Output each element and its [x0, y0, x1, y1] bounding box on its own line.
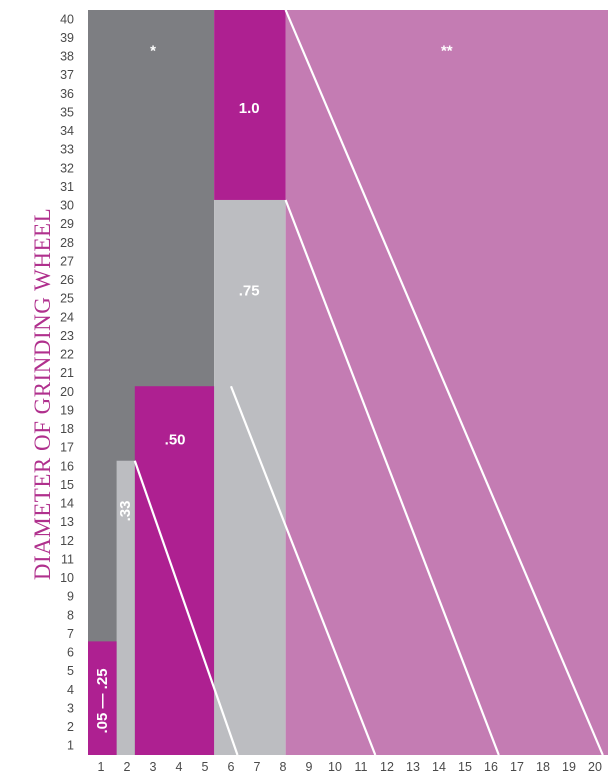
x-tick-label: 15: [458, 760, 472, 774]
y-tick-label: 13: [60, 515, 74, 529]
region-4: [134, 386, 215, 755]
y-tick-label: 14: [60, 497, 74, 511]
region-2: [214, 10, 286, 200]
y-tick-label: 20: [60, 385, 74, 399]
region-label-2: 1.0: [239, 100, 260, 117]
y-tick-label: 7: [67, 627, 74, 641]
y-axis-ticks: 1234567891011121314151617181920212223242…: [60, 12, 74, 752]
y-tick-label: 39: [60, 31, 74, 45]
y-tick-label: 17: [60, 441, 74, 455]
y-tick-label: 2: [67, 720, 74, 734]
y-tick-label: 15: [60, 478, 74, 492]
x-tick-label: 7: [254, 760, 261, 774]
y-tick-label: 1: [67, 739, 74, 753]
y-tick-label: 24: [60, 310, 74, 324]
y-tick-label: 33: [60, 143, 74, 157]
y-tick-label: 12: [60, 534, 74, 548]
y-tick-label: 16: [60, 459, 74, 473]
y-tick-label: 36: [60, 87, 74, 101]
x-tick-label: 19: [562, 760, 576, 774]
x-tick-label: 14: [432, 760, 446, 774]
y-tick-label: 31: [60, 180, 74, 194]
x-tick-label: 12: [380, 760, 394, 774]
diagonal-line-1: [229, 385, 377, 756]
y-tick-label: 23: [60, 329, 74, 343]
diagonal-line-2: [284, 199, 500, 756]
y-tick-label: 28: [60, 236, 74, 250]
region-label-5: .33: [117, 501, 134, 522]
region-label-3: .75: [239, 283, 260, 300]
x-tick-label: 17: [510, 760, 524, 774]
diagonal-line-0: [133, 460, 239, 756]
chart-region-labels: * **1.0.75.50.33.05 — .25: [94, 42, 453, 733]
x-tick-label: 6: [228, 760, 235, 774]
y-tick-label: 11: [61, 552, 74, 566]
region-label-1: **: [441, 42, 453, 59]
x-tick-label: 13: [406, 760, 420, 774]
y-tick-label: 22: [60, 348, 74, 362]
x-tick-label: 5: [202, 760, 209, 774]
y-tick-label: 3: [67, 701, 74, 715]
y-tick-label: 27: [60, 254, 74, 268]
y-axis-label: DIAMETER OF GRINDING WHEEL: [30, 208, 55, 580]
chart-diagonals: [133, 9, 604, 756]
region-5: [116, 460, 135, 755]
y-tick-label: 25: [60, 292, 74, 306]
y-tick-label: 10: [60, 571, 74, 585]
y-tick-label: 29: [60, 217, 74, 231]
region-6: [88, 641, 117, 755]
x-tick-label: 11: [355, 760, 368, 774]
region-label-0: *: [150, 42, 156, 59]
region-label-4: .50: [165, 432, 186, 449]
y-tick-label: 8: [67, 608, 74, 622]
x-tick-label: 3: [150, 760, 157, 774]
x-tick-label: 8: [280, 760, 287, 774]
x-tick-label: 20: [588, 760, 602, 774]
y-tick-label: 30: [60, 199, 74, 213]
y-tick-label: 4: [67, 683, 74, 697]
x-tick-label: 9: [306, 760, 313, 774]
y-tick-label: 6: [67, 646, 74, 660]
y-tick-label: 19: [60, 403, 74, 417]
x-tick-label: 4: [176, 760, 183, 774]
x-axis-ticks: 1 2 3 4 5 6 7 8 9 10 11 12 13 14 15 16 17 18 19 20: [98, 760, 602, 774]
y-tick-label: 40: [60, 12, 74, 26]
y-tick-label: 35: [60, 105, 74, 119]
y-tick-label: 9: [67, 590, 74, 604]
y-tick-label: 18: [60, 422, 74, 436]
region-3: [214, 199, 286, 756]
y-tick-label: 26: [60, 273, 74, 287]
y-tick-label: 5: [67, 664, 74, 678]
y-tick-label: 21: [60, 366, 74, 380]
x-tick-label: 1: [98, 760, 105, 774]
y-tick-label: 32: [60, 161, 74, 175]
region-label-6: .05 — .25: [94, 668, 111, 733]
chart-regions: [88, 10, 608, 756]
x-tick-label: 16: [484, 760, 498, 774]
x-tick-label: 2: [124, 760, 131, 774]
y-tick-label: 38: [60, 50, 74, 64]
y-tick-label: 34: [60, 124, 74, 138]
x-tick-label: 18: [536, 760, 550, 774]
y-tick-label: 37: [60, 68, 74, 82]
x-tick-label: 10: [328, 760, 342, 774]
diagonal-line-3: [284, 9, 604, 756]
